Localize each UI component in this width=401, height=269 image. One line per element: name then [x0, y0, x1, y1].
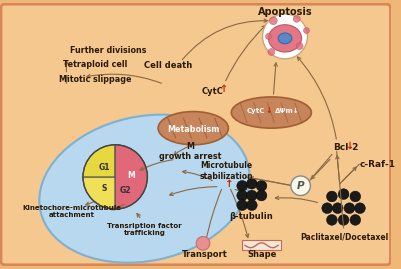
Ellipse shape: [158, 112, 229, 145]
Circle shape: [344, 203, 355, 214]
Text: Transription factor
trafficking: Transription factor trafficking: [107, 223, 182, 236]
Circle shape: [269, 17, 277, 25]
Circle shape: [265, 33, 271, 39]
Circle shape: [332, 203, 343, 214]
Text: Microtubule
stabilization: Microtubule stabilization: [200, 161, 253, 181]
Circle shape: [247, 178, 257, 189]
Circle shape: [350, 191, 360, 202]
Text: Shape: Shape: [247, 250, 276, 259]
Circle shape: [237, 190, 247, 201]
Wedge shape: [115, 145, 148, 177]
Wedge shape: [115, 145, 148, 209]
Text: CytC: CytC: [202, 87, 224, 95]
Circle shape: [256, 180, 267, 191]
Circle shape: [322, 203, 332, 214]
Circle shape: [237, 200, 247, 211]
Circle shape: [338, 189, 349, 200]
Circle shape: [338, 215, 349, 225]
Ellipse shape: [278, 33, 292, 44]
Text: ↓: ↓: [265, 106, 271, 115]
Circle shape: [304, 28, 310, 33]
Wedge shape: [83, 177, 115, 209]
Circle shape: [293, 15, 300, 22]
Circle shape: [291, 176, 310, 196]
Text: G2: G2: [119, 186, 131, 195]
Text: Metabolism: Metabolism: [167, 125, 219, 134]
Ellipse shape: [231, 97, 311, 128]
Text: Mitotic slippage: Mitotic slippage: [59, 75, 131, 84]
Text: G1: G1: [99, 163, 110, 172]
Text: β-tubulin: β-tubulin: [229, 211, 273, 221]
Polygon shape: [242, 240, 281, 250]
Text: Apoptosis: Apoptosis: [258, 7, 312, 17]
Circle shape: [268, 49, 275, 55]
Text: ↓: ↓: [345, 141, 354, 151]
Circle shape: [247, 200, 257, 211]
Text: Cell death: Cell death: [144, 61, 192, 70]
Circle shape: [326, 215, 337, 225]
Text: ΔΨm↓: ΔΨm↓: [275, 108, 299, 114]
Text: c-Raf-1: c-Raf-1: [359, 160, 395, 169]
Text: ↑: ↑: [225, 179, 234, 189]
Wedge shape: [83, 145, 115, 177]
Circle shape: [263, 14, 308, 59]
FancyBboxPatch shape: [1, 4, 391, 265]
Text: S: S: [102, 184, 107, 193]
Ellipse shape: [39, 115, 249, 263]
Text: Paclitaxel/Docetaxel: Paclitaxel/Docetaxel: [300, 233, 389, 242]
Circle shape: [237, 180, 247, 191]
Text: Further divisions: Further divisions: [70, 45, 147, 55]
Text: M: M: [127, 171, 135, 179]
Text: CytC: CytC: [247, 108, 265, 114]
Circle shape: [247, 190, 257, 201]
Text: P: P: [297, 181, 304, 191]
Circle shape: [196, 236, 210, 250]
Text: ↑: ↑: [220, 84, 228, 94]
Text: Kinetochore-microtubule
attachment: Kinetochore-microtubule attachment: [23, 205, 122, 218]
Text: M
growth arrest: M growth arrest: [159, 142, 221, 161]
Text: Tetraploid cell: Tetraploid cell: [63, 60, 128, 69]
Circle shape: [256, 190, 267, 201]
Circle shape: [350, 215, 360, 225]
Circle shape: [354, 203, 365, 214]
Ellipse shape: [268, 25, 302, 52]
Text: Transport: Transport: [182, 250, 228, 259]
Text: Bcl-2: Bcl-2: [333, 143, 358, 152]
Circle shape: [326, 191, 337, 202]
Circle shape: [296, 43, 303, 49]
